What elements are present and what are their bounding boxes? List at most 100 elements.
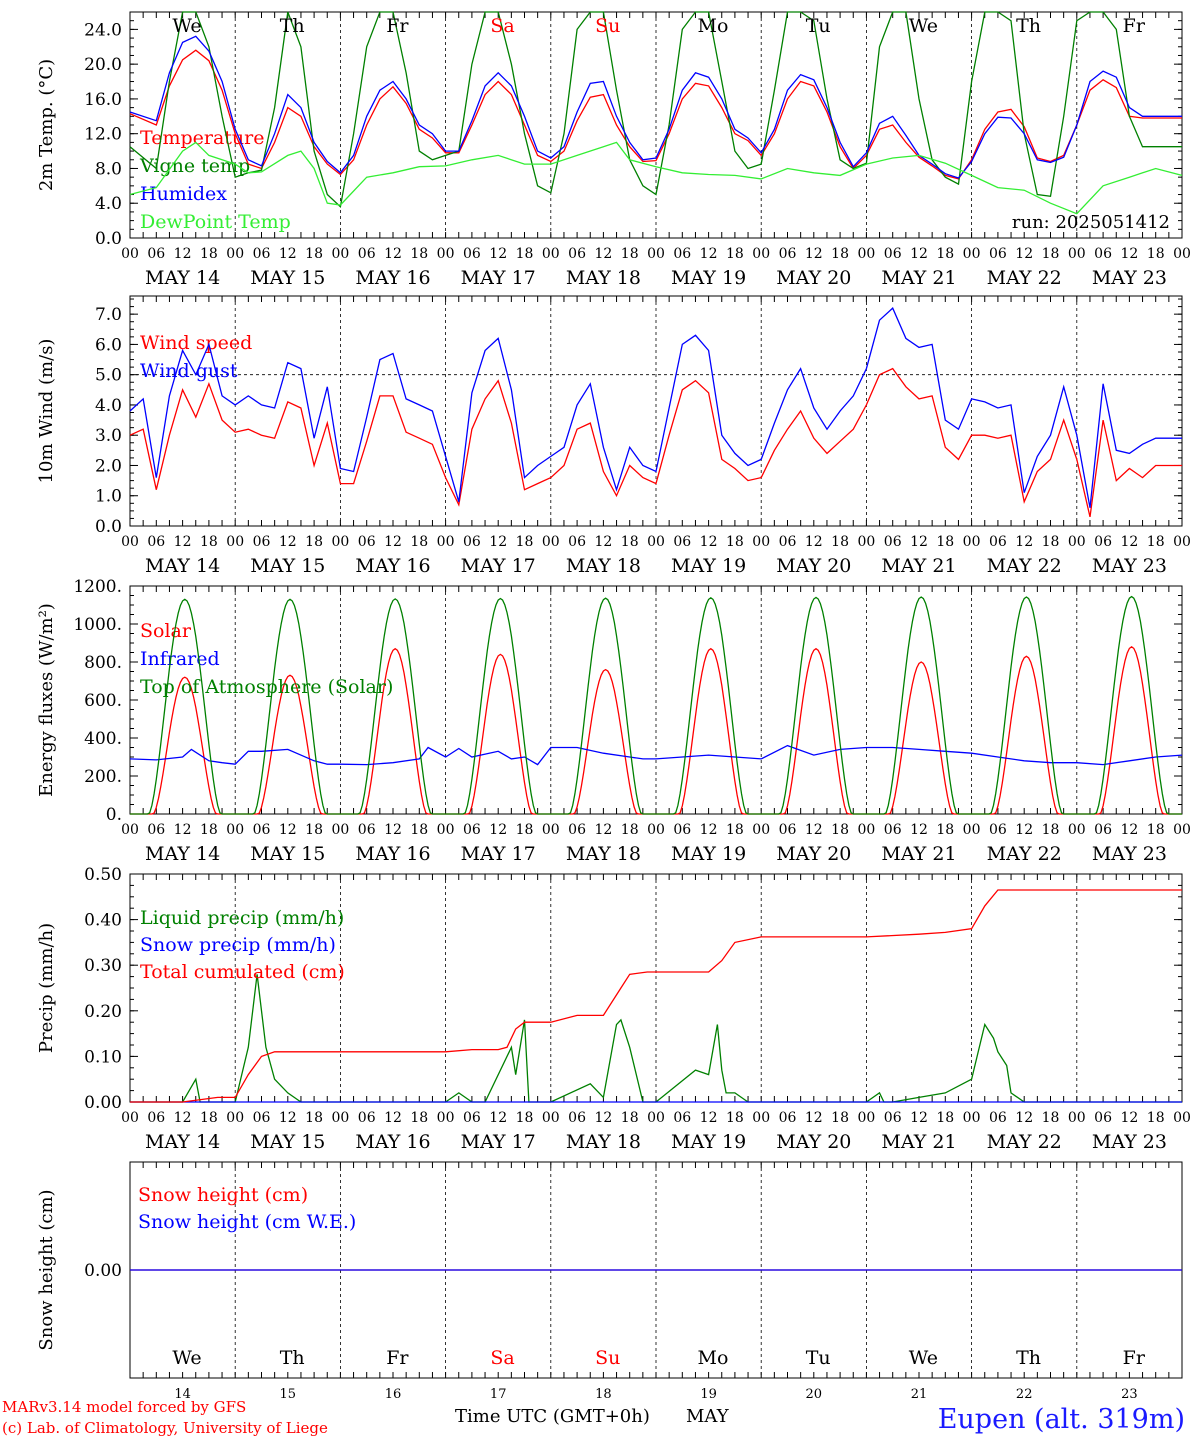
weekday-label: We: [172, 15, 201, 37]
hour-tick-label: 00: [331, 534, 349, 550]
hour-tick-label: 06: [147, 1110, 165, 1126]
date-label: MAY 21: [881, 555, 956, 577]
date-label: MAY 23: [1092, 267, 1167, 289]
day-number-label: 17: [490, 1387, 507, 1402]
y-tick-label: 6.0: [95, 335, 122, 355]
hour-tick-label: 18: [410, 1110, 428, 1126]
hour-tick-label: 18: [200, 246, 218, 262]
hour-tick-label: 12: [279, 1110, 297, 1126]
hour-tick-label: 12: [174, 822, 192, 838]
legend-entry: Top of Atmosphere (Solar): [140, 676, 393, 698]
y-tick-label: 7.0: [95, 305, 122, 325]
hour-tick-label: 12: [1015, 822, 1033, 838]
weekday-label: Th: [280, 15, 305, 37]
date-label: MAY 15: [250, 555, 325, 577]
panel-5: 0.00 Snow height (cm) Snow height (cm) Snow…: [36, 1161, 1183, 1402]
hour-tick-label: 00: [542, 1110, 560, 1126]
hour-tick-label: 06: [1094, 1110, 1112, 1126]
date-label: MAY 20: [776, 1131, 851, 1153]
hour-tick-label: 00: [857, 534, 875, 550]
hour-tick-label: 18: [726, 1110, 744, 1126]
hour-tick-label: 00: [1173, 534, 1191, 550]
hour-tick-label: 12: [489, 822, 507, 838]
y-tick-label: 0.0: [95, 517, 122, 537]
hour-tick-label: 18: [621, 1110, 639, 1126]
date-label: MAY 22: [987, 843, 1062, 865]
date-label: MAY 14: [145, 267, 220, 289]
hour-tick-label: 18: [1147, 246, 1165, 262]
meteogram-panels: 0.0 4.0 8.0 12.0 16.0 20.0 24.0 2m Temp. (°C) Te…: [36, 11, 1191, 1402]
month-label: MAY: [686, 1406, 730, 1427]
hour-tick-label: 18: [410, 822, 428, 838]
hour-tick-label: 18: [1147, 822, 1165, 838]
series-line-3: [129, 35, 1182, 179]
date-label: MAY 18: [566, 1131, 641, 1153]
hour-tick-label: 18: [1042, 822, 1060, 838]
y-tick-label: 1.0: [95, 487, 122, 507]
hour-tick-label: 00: [1173, 822, 1191, 838]
hour-tick-label: 12: [174, 534, 192, 550]
y-tick-label: 1200.: [73, 577, 122, 597]
legend-entry: DewPoint Temp: [140, 211, 291, 233]
date-label: MAY 15: [250, 267, 325, 289]
hour-tick-label: 00: [331, 246, 349, 262]
legend-entry: Wind speed: [140, 332, 252, 354]
hour-tick-label: 12: [594, 534, 612, 550]
weekday-label: We: [172, 1347, 201, 1369]
y-tick-label: 600.: [84, 691, 122, 711]
hour-tick-label: 12: [594, 822, 612, 838]
y-tick-label: 0.30: [84, 956, 122, 976]
hour-tick-label: 12: [700, 822, 718, 838]
y-tick-label: 2.0: [95, 456, 122, 476]
day-number-label: 16: [385, 1387, 402, 1402]
hour-tick-label: 00: [1068, 1110, 1086, 1126]
date-label: MAY 21: [881, 267, 956, 289]
legend-entry: Vigne temp: [139, 155, 250, 177]
hour-tick-label: 06: [779, 1110, 797, 1126]
y-axis-label: Energy fluxes (W/m²): [36, 603, 57, 797]
hour-tick-label: 00: [963, 822, 981, 838]
series-line-1: [129, 49, 1182, 180]
legend-entry: Humidex: [140, 183, 227, 205]
date-label: MAY 17: [461, 1131, 536, 1153]
hour-tick-label: 06: [463, 822, 481, 838]
hour-tick-label: 12: [279, 246, 297, 262]
day-number-label: 22: [1016, 1387, 1033, 1402]
weekday-label: We: [909, 1347, 938, 1369]
y-tick-label: 4.0: [95, 194, 122, 214]
hour-tick-label: 18: [305, 1110, 323, 1126]
y-axis-label: 2m Temp. (°C): [36, 59, 57, 191]
hour-tick-label: 18: [1147, 1110, 1165, 1126]
hour-tick-label: 00: [542, 534, 560, 550]
hour-tick-label: 06: [673, 1110, 691, 1126]
series-line-2: [129, 744, 1183, 766]
date-label: MAY 22: [987, 267, 1062, 289]
weekday-label: Mo: [698, 15, 729, 37]
date-label: MAY 15: [250, 843, 325, 865]
hour-tick-label: 00: [647, 1110, 665, 1126]
lab-credit-line: (c) Lab. of Climatology, University of L…: [2, 1419, 328, 1437]
legend-entry: Wind gust: [140, 360, 238, 382]
weekday-label: Th: [1016, 1347, 1041, 1369]
weekday-label: Su: [595, 15, 620, 37]
date-label: MAY 20: [776, 555, 851, 577]
hour-tick-label: 18: [1042, 246, 1060, 262]
hour-tick-label: 00: [121, 534, 139, 550]
hour-tick-label: 06: [358, 246, 376, 262]
hour-tick-label: 12: [174, 1110, 192, 1126]
date-label: MAY 23: [1092, 843, 1167, 865]
date-label: MAY 14: [145, 555, 220, 577]
weekday-label: Tu: [806, 1347, 831, 1369]
date-label: MAY 14: [145, 843, 220, 865]
y-axis-label: 10m Wind (m/s): [36, 339, 57, 484]
hour-tick-label: 12: [174, 246, 192, 262]
series-line-2: [129, 11, 1182, 208]
hour-tick-label: 12: [1015, 246, 1033, 262]
hour-tick-label: 00: [437, 246, 455, 262]
y-tick-label: 0.10: [84, 1047, 122, 1067]
y-tick-label: 24.0: [84, 20, 122, 40]
hour-tick-label: 06: [568, 534, 586, 550]
hour-tick-label: 12: [279, 822, 297, 838]
panel-3: 0. 200. 400. 600. 800. 1000. 1200. Energy fluxe…: [36, 577, 1191, 865]
series-line-3: [130, 889, 1182, 1103]
